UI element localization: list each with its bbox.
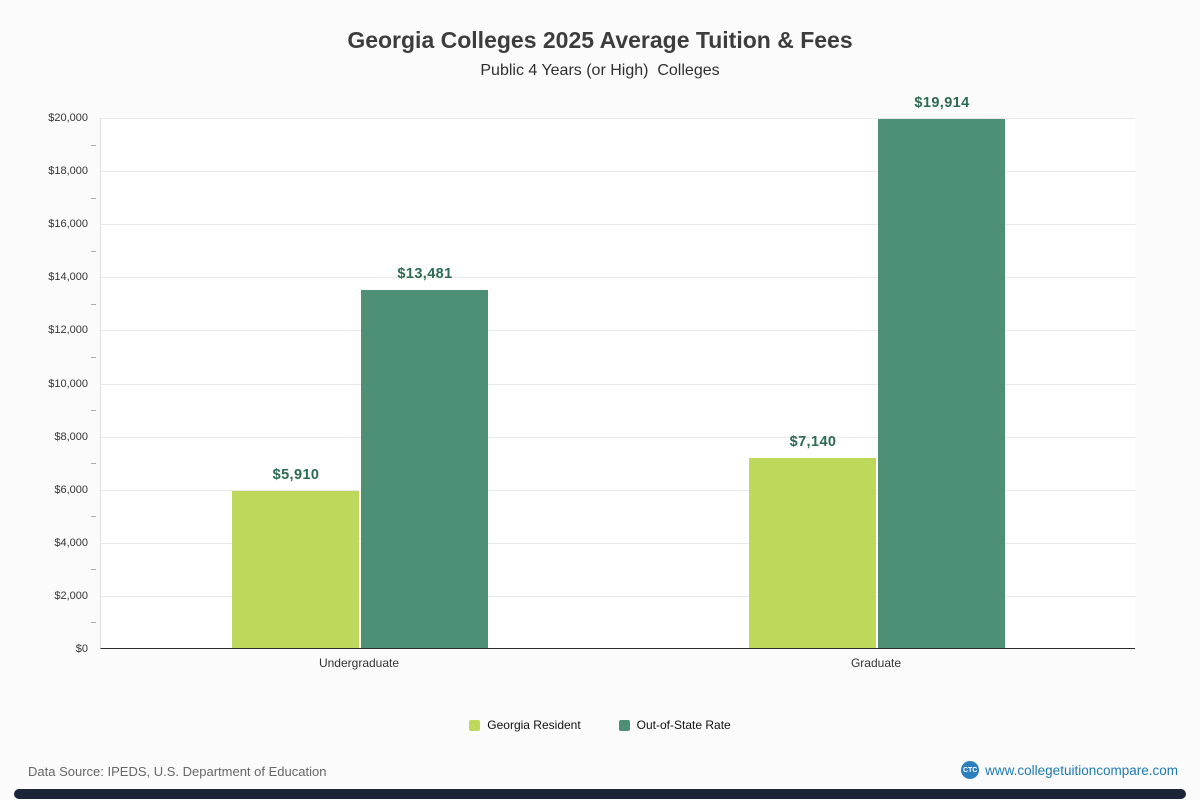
legend-label: Out-of-State Rate [636,718,731,732]
bar-value-label: $19,914 [914,95,970,111]
data-source-note: Data Source: IPEDS, U.S. Department of E… [28,764,327,779]
y-axis-tick-label: $16,000 [48,218,88,230]
bar-undergraduate-out-of-state-rate [361,290,488,648]
y-axis-tick-label: $10,000 [48,378,88,390]
legend-label: Georgia Resident [487,718,581,732]
y-axis-minor-tick [91,145,96,146]
y-axis-tick-label: $4,000 [54,537,88,549]
bar-value-label: $7,140 [789,434,837,450]
y-axis-tick-label: $6,000 [54,484,88,496]
legend-swatch-icon [469,719,481,731]
website-link[interactable]: CTC www.collegetuitioncompare.com [961,761,1178,779]
y-axis-minor-tick [91,357,96,358]
plot-area: $5,910 $13,481 $7,140 $19,914 [100,95,1135,649]
y-axis-tick-label: $0 [75,643,88,655]
bar-graduate-georgia-resident [749,458,876,648]
y-axis-tick-label: $20,000 [48,112,88,124]
gridline [101,277,1135,278]
legend-item: Out-of-State Rate [618,718,731,732]
chart-title: Georgia Colleges 2025 Average Tuition & … [347,27,853,53]
gridline [101,596,1135,597]
y-axis-tick-label: $2,000 [54,590,88,602]
x-axis-category-label: Undergraduate [318,656,400,670]
gridline [101,543,1135,544]
ctc-logo-icon: CTC [961,761,980,779]
x-axis-category-label: Graduate [850,656,902,670]
y-axis: $0 $2,000 $4,000 $6,000 $8,000 $10,000 $12,000… [0,112,96,655]
x-axis: Undergraduate Graduate [100,650,1135,674]
y-axis-tick-label: $8,000 [54,431,88,443]
bar-undergraduate-georgia-resident [232,491,359,648]
y-axis-minor-tick [91,569,96,570]
y-axis-minor-tick [91,251,96,252]
gridline [101,437,1135,438]
gridline [101,171,1135,172]
bottom-bar [14,789,1186,799]
bar-value-label: $5,910 [272,467,320,483]
gridline [101,490,1135,491]
y-axis-tick-label: $14,000 [48,271,88,283]
y-axis-minor-tick [91,410,96,411]
y-axis-minor-tick [91,516,96,517]
bar-graduate-out-of-state-rate [878,119,1005,648]
legend: Georgia Resident Out-of-State Rate [0,718,1200,732]
y-axis-minor-tick [91,304,96,305]
website-url: www.collegetuitioncompare.com [985,762,1178,778]
legend-item: Georgia Resident [469,718,581,732]
bar-value-label: $13,481 [397,266,453,282]
y-axis-tick-label: $18,000 [48,165,88,177]
gridline [101,224,1135,225]
y-axis-tick-label: $12,000 [48,324,88,336]
y-axis-minor-tick [91,198,96,199]
y-axis-minor-tick [91,622,96,623]
legend-swatch-icon [618,719,630,731]
gridline [101,330,1135,331]
gridline [101,384,1135,385]
gridline [101,118,1135,119]
y-axis-minor-tick [91,463,96,464]
chart-subtitle: Public 4 Years (or High) Colleges [480,62,720,79]
